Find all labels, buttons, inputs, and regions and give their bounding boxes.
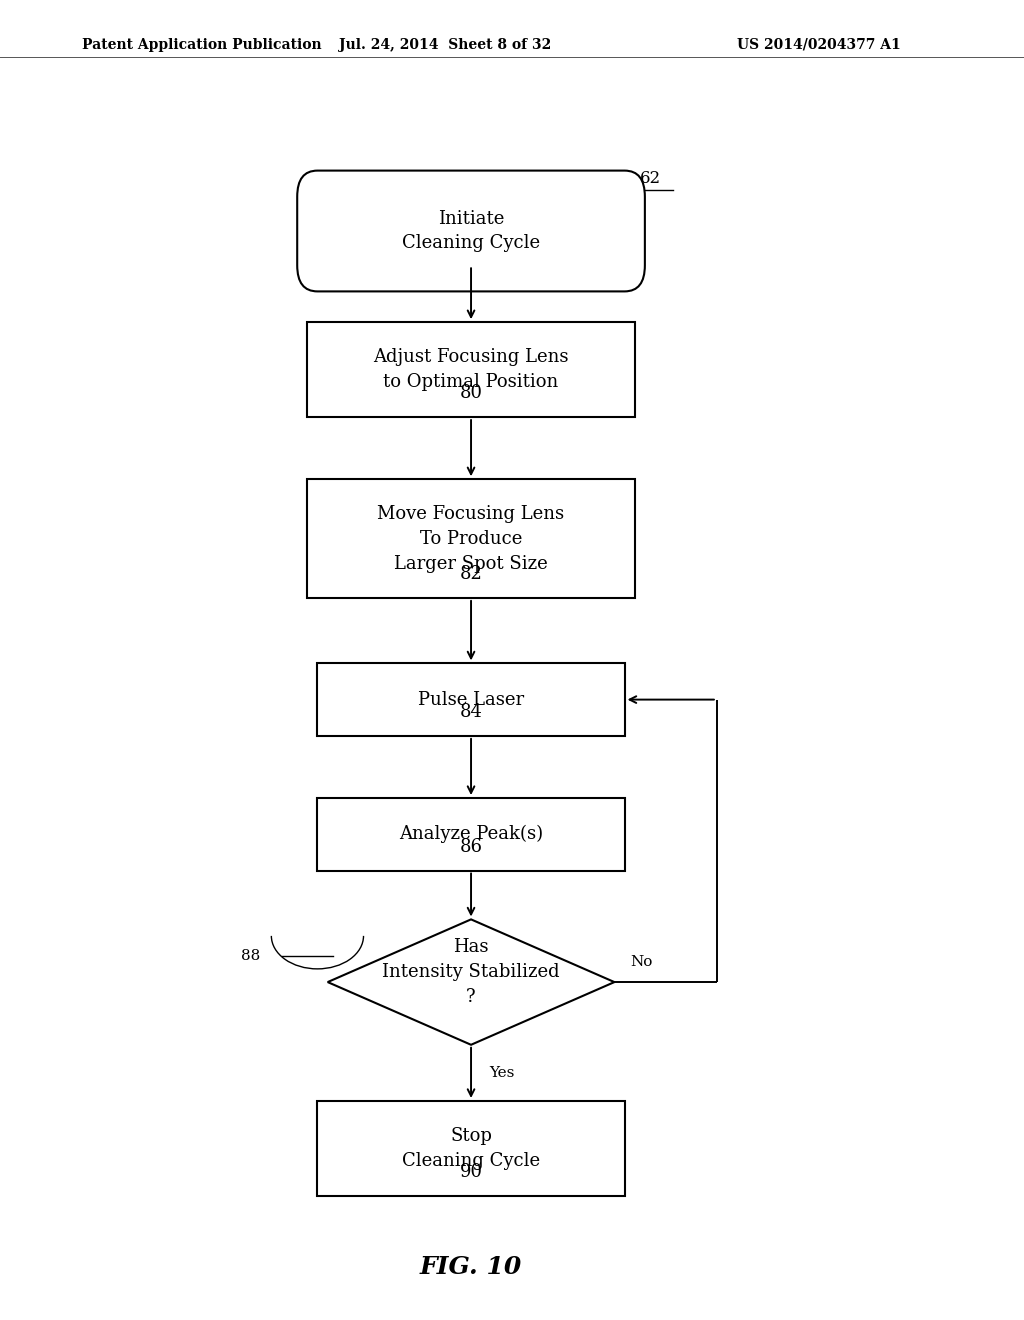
Text: Pulse Laser: Pulse Laser bbox=[418, 690, 524, 709]
Text: Analyze Peak(s): Analyze Peak(s) bbox=[399, 825, 543, 843]
Text: 82: 82 bbox=[460, 565, 482, 583]
Bar bbox=[307, 479, 635, 598]
FancyBboxPatch shape bbox=[297, 170, 645, 292]
Text: Patent Application Publication: Patent Application Publication bbox=[82, 38, 322, 51]
Polygon shape bbox=[328, 919, 614, 1045]
Text: Has
Intensity Stabilized
?: Has Intensity Stabilized ? bbox=[382, 937, 560, 1006]
Text: Yes: Yes bbox=[489, 1065, 515, 1080]
Bar bbox=[317, 797, 625, 871]
Text: 88: 88 bbox=[242, 949, 260, 962]
Text: 86: 86 bbox=[460, 838, 482, 855]
Text: Stop
Cleaning Cycle: Stop Cleaning Cycle bbox=[402, 1127, 540, 1170]
Text: 62: 62 bbox=[640, 170, 660, 186]
Text: Adjust Focusing Lens
to Optimal Position: Adjust Focusing Lens to Optimal Position bbox=[374, 348, 568, 391]
Text: Jul. 24, 2014  Sheet 8 of 32: Jul. 24, 2014 Sheet 8 of 32 bbox=[339, 38, 552, 51]
Text: 80: 80 bbox=[460, 384, 482, 403]
Bar bbox=[317, 1101, 625, 1196]
Text: US 2014/0204377 A1: US 2014/0204377 A1 bbox=[737, 38, 901, 51]
Text: FIG. 10: FIG. 10 bbox=[420, 1255, 522, 1279]
Text: 84: 84 bbox=[460, 704, 482, 721]
Text: Initiate
Cleaning Cycle: Initiate Cleaning Cycle bbox=[402, 210, 540, 252]
Bar bbox=[317, 664, 625, 737]
Text: Move Focusing Lens
To Produce
Larger Spot Size: Move Focusing Lens To Produce Larger Spo… bbox=[378, 504, 564, 573]
Text: No: No bbox=[630, 956, 652, 969]
Text: 90: 90 bbox=[460, 1163, 482, 1181]
Bar bbox=[307, 322, 635, 417]
